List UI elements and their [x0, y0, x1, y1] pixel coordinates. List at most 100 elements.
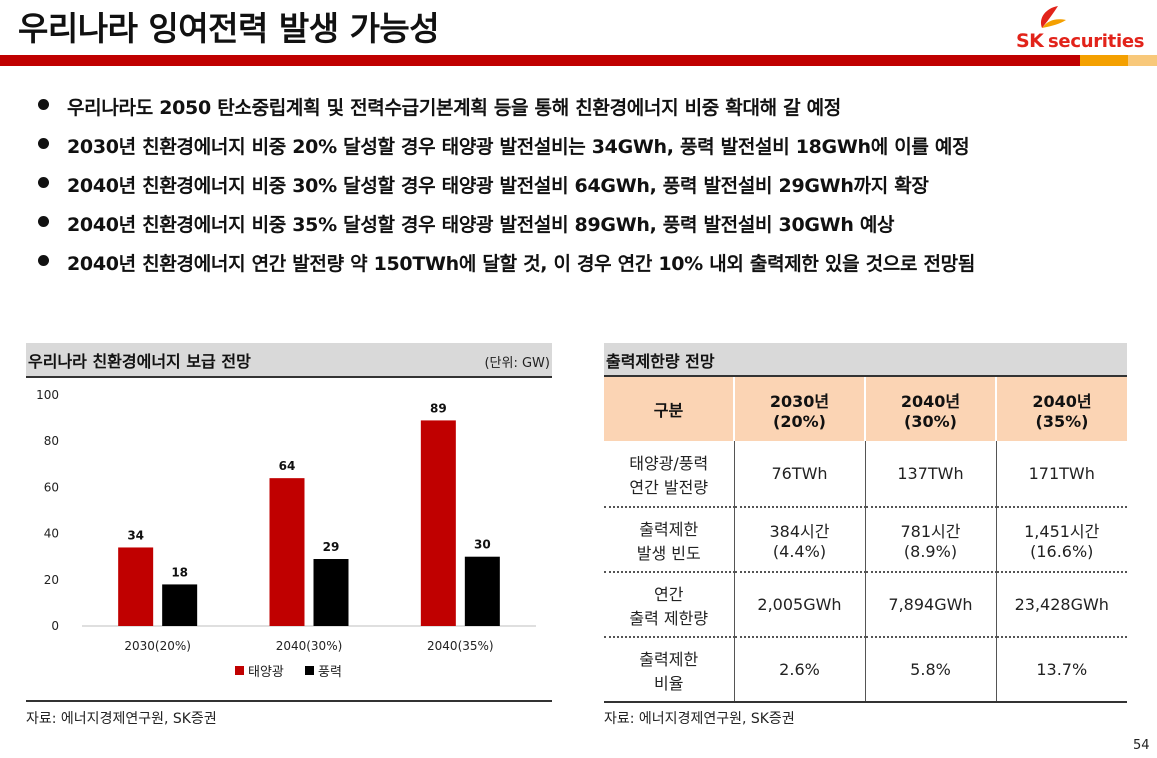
data-label: 89 [430, 401, 447, 415]
bar-solar [118, 547, 154, 626]
cell-value: 137TWh [897, 464, 964, 483]
row-label-line: 출력제한 [639, 649, 699, 669]
table-cell: 23,428GWh [995, 571, 1127, 637]
table-header-cell: 2040년 (30%) [864, 377, 996, 441]
chart-source: 자료: 에너지경제연구원, SK증권 [26, 711, 217, 727]
y-tick-label: 80 [44, 434, 59, 448]
row-label-line: 연간 [654, 584, 684, 604]
row-label-line: 출력 제한량 [629, 608, 709, 628]
cell-value-sub: (4.4%) [772, 542, 827, 561]
bullet-text: 우리나라도 2050 탄소중립계획 및 전력수급기본계획 등을 통해 친환경에너… [67, 97, 841, 119]
row-label-line: 비율 [654, 673, 684, 693]
row-label-line: 연간 발전량 [629, 477, 709, 497]
header-year: 2040년 [1032, 391, 1092, 411]
table-cell: 137TWh [864, 441, 996, 507]
chart-panel-title: 우리나라 친환경에너지 보급 전망 [28, 352, 251, 371]
bar-wind [313, 559, 349, 626]
bullet-dot-icon [38, 216, 49, 227]
bullet-text: 2040년 친환경에너지 연간 발전량 약 150TWh에 달할 것, 이 경우… [67, 253, 975, 275]
table-panel-footer-line [604, 701, 1127, 703]
table-header-cell: 2040년 (35%) [995, 377, 1127, 441]
cell-value: 5.8% [910, 660, 951, 679]
data-label: 30 [474, 538, 491, 552]
data-label: 64 [279, 459, 296, 473]
table-cell: 13.7% [995, 636, 1127, 701]
data-label: 34 [127, 528, 144, 542]
chart-unit-label: (단위: GW) [484, 356, 550, 371]
cell-value: 781시간 [900, 522, 961, 541]
table-cell: 7,894GWh [864, 571, 996, 637]
butterfly-icon [1040, 6, 1066, 28]
table-cell: 2,005GWh [733, 571, 865, 637]
bullet-text: 2030년 친환경에너지 비중 20% 달성할 경우 태양광 발전설비는 34G… [67, 136, 970, 158]
table-cell: 781시간 (8.9%) [864, 506, 996, 572]
table-panel-title: 출력제한량 전망 [606, 352, 715, 371]
bar-wind [464, 556, 500, 626]
y-tick-label: 40 [44, 527, 59, 541]
table-cell: 5.8% [864, 636, 996, 701]
cell-value: 384시간 [769, 522, 830, 541]
sk-securities-logo: SK securities [1014, 4, 1154, 54]
header-accent-bar-light [1128, 55, 1157, 66]
header-year: 2030년 [769, 391, 830, 411]
legend-label: 태양광 [248, 665, 284, 680]
legend-swatch [235, 666, 244, 675]
table-source: 자료: 에너지경제연구원, SK증권 [604, 711, 795, 727]
table-cell: 171TWh [995, 441, 1127, 507]
bullet-dot-icon [38, 99, 49, 110]
table-cell: 76TWh [733, 441, 865, 507]
y-tick-label: 60 [44, 480, 59, 494]
x-tick-label: 2030(20%) [124, 639, 191, 653]
curtailment-table: 구분 2030년 (20%) 2040년 (30%) 2040년 (35%) 태양광/… [604, 377, 1127, 701]
page-number: 54 [1133, 738, 1150, 753]
header-divider-bar [0, 55, 1080, 66]
bar-chart: 0 20 40 60 80 100 34 18 2030(20%) 64 29 2040(30%) 89… [36, 388, 536, 680]
cell-value: 1,451시간 [1024, 522, 1100, 541]
y-tick-label: 100 [36, 388, 59, 402]
cell-value-sub: (16.6%) [1030, 542, 1094, 561]
page-title: 우리나라 잉여전력 발생 가능성 [18, 9, 440, 48]
data-label: 29 [323, 540, 340, 554]
logo-securities: securities [1048, 31, 1145, 52]
bar-solar [420, 420, 456, 626]
cell-value: 13.7% [1036, 660, 1088, 679]
row-label-line: 발생 빈도 [636, 543, 701, 563]
bullet-text: 2040년 친환경에너지 비중 30% 달성할 경우 태양광 발전설비 64GW… [67, 175, 929, 197]
bullet-dot-icon [38, 177, 49, 188]
row-label-line: 태양광/풍력 [629, 453, 709, 473]
cell-value: 7,894GWh [888, 595, 973, 614]
logo-sk: SK [1016, 30, 1044, 52]
table-cell: 2.6% [733, 636, 865, 701]
header-label: 구분 [653, 401, 684, 420]
table-header-cell: 구분 [604, 377, 734, 441]
cell-value: 76TWh [771, 464, 828, 483]
header-accent-bar [1080, 55, 1128, 66]
chart-panel-header: 우리나라 친환경에너지 보급 전망 (단위: GW) [26, 343, 552, 378]
bar-solar [269, 478, 305, 626]
header-share: (20%) [773, 411, 826, 431]
cell-value-sub: (8.9%) [903, 542, 958, 561]
cell-value: 2,005GWh [757, 595, 842, 614]
x-tick-label: 2040(30%) [276, 639, 343, 653]
table-header-row: 구분 2030년 (20%) 2040년 (30%) 2040년 (35%) [604, 377, 1127, 441]
y-tick-label: 0 [51, 619, 59, 633]
table-panel-header: 출력제한량 전망 [604, 343, 1127, 377]
header-year: 2040년 [900, 391, 961, 411]
bar-wind [162, 584, 198, 626]
bullet-dot-icon [38, 138, 49, 149]
table-cell: 1,451시간 (16.6%) [995, 506, 1127, 572]
bullet-dot-icon [38, 255, 49, 266]
row-label-line: 출력제한 [639, 519, 699, 539]
cell-value: 2.6% [779, 660, 820, 679]
chart-panel-footer-line [26, 700, 552, 702]
x-tick-label: 2040(35%) [427, 639, 494, 653]
table-header-cell: 2030년 (20%) [733, 377, 865, 441]
